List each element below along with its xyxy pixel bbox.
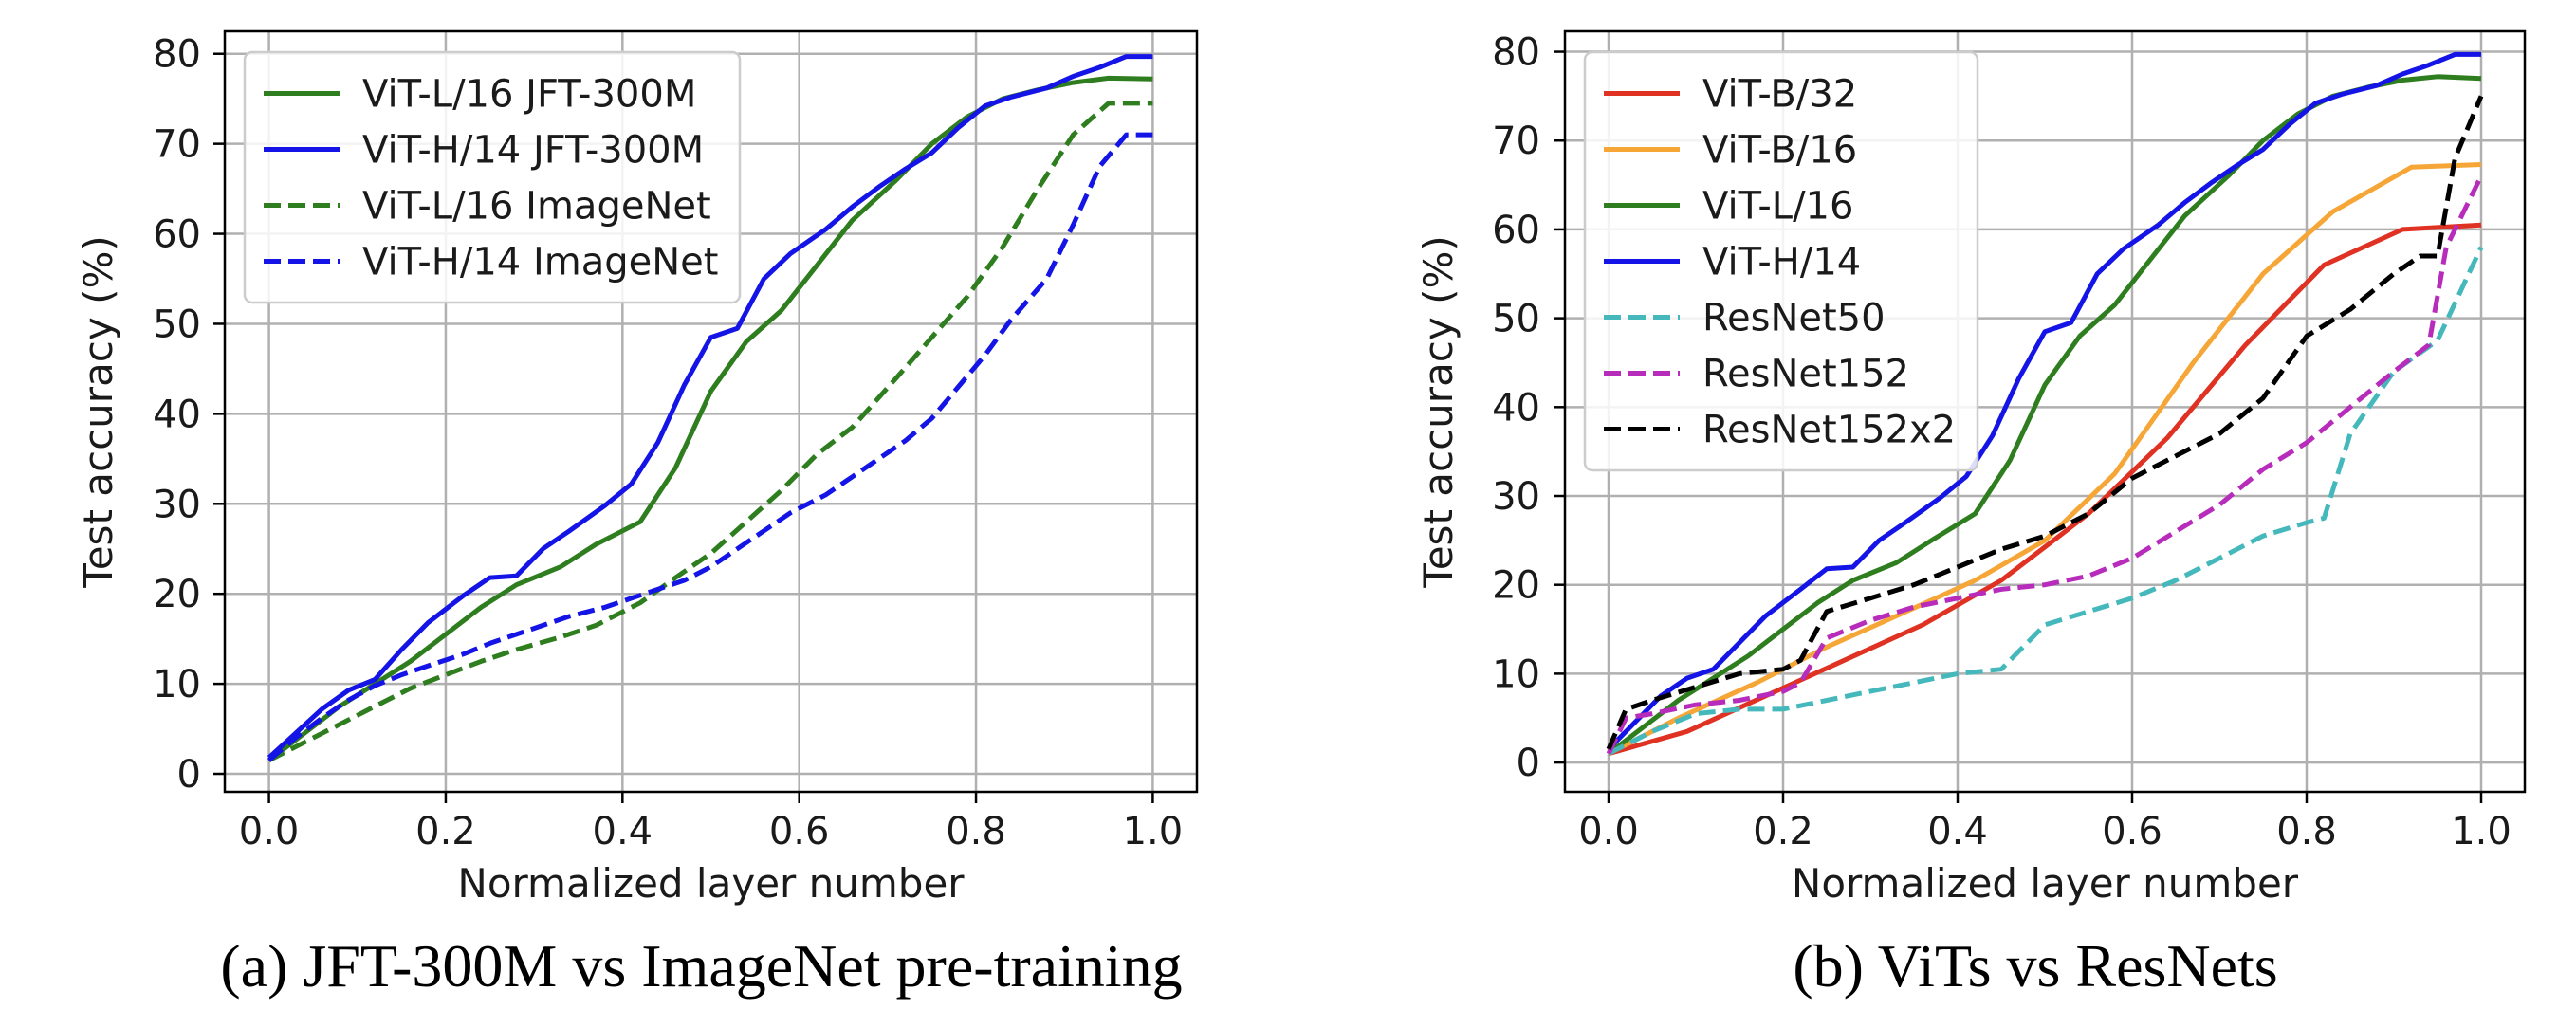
y-tick-label: 50 — [1492, 298, 1540, 341]
x-tick-label: 0.6 — [769, 810, 830, 853]
x-tick-label: 0.2 — [1753, 810, 1813, 853]
legend-label: ViT-L/16 — [1702, 185, 1853, 229]
x-tick-label: 0.2 — [415, 810, 476, 853]
x-tick-label: 0.4 — [593, 810, 653, 853]
legend-label: ViT-B/32 — [1702, 73, 1857, 117]
series-line-vit-h-14 — [1607, 51, 2481, 751]
y-tick-label: 10 — [153, 663, 201, 706]
legend-label: ViT-L/16 JFT-300M — [362, 73, 696, 117]
panel-caption: (a) JFT-300M vs ImageNet pre-training — [220, 932, 1182, 1000]
ticks: 0.0 0.2 0.4 0.6 0.8 1.0 0 10 20 30 40 50 60 70 80 — [153, 33, 1183, 853]
x-axis-label: Normalized layer number — [457, 860, 965, 907]
y-tick-label: 0 — [177, 753, 201, 797]
y-tick-label: 20 — [1492, 564, 1540, 608]
legend-label: ViT-L/16 ImageNet — [362, 185, 711, 229]
y-tick-label: 60 — [1492, 209, 1540, 252]
y-tick-label: 50 — [153, 303, 201, 346]
series-group — [267, 54, 1153, 763]
legend-label: ResNet50 — [1702, 297, 1886, 340]
ticks: 0.0 0.2 0.4 0.6 0.8 1.0 0 10 20 30 40 50 60 70 80 — [1492, 31, 2512, 853]
x-tick-label: 0.8 — [946, 810, 1006, 853]
x-tick-label: 0.6 — [2102, 810, 2162, 853]
y-tick-label: 30 — [1492, 475, 1540, 519]
x-tick-label: 1.0 — [2451, 810, 2512, 853]
y-tick-label: 10 — [1492, 652, 1540, 696]
y-axis-label: Test accuracy (%) — [75, 235, 121, 589]
y-tick-label: 40 — [1492, 386, 1540, 430]
legend-box — [243, 50, 742, 304]
legend-label: ResNet152 — [1702, 353, 1909, 396]
series-line-vit-l-16-imagenet — [267, 101, 1153, 763]
x-tick-label: 0.8 — [2276, 810, 2337, 853]
legend-label: ViT-H/14 — [1702, 241, 1861, 284]
legend: ViT-L/16 JFT-300M ViT-H/14 JFT-300M ViT-L/… — [243, 50, 742, 304]
y-tick-label: 70 — [153, 123, 201, 167]
plot-frame — [223, 29, 1199, 794]
series-line-resnet152x2 — [1606, 95, 2484, 751]
chart-panel-a: 0.0 0.2 0.4 0.6 0.8 1.0 0 10 20 30 40 50 60 70 80 Norma… — [75, 29, 1199, 1000]
x-tick-label: 1.0 — [1123, 810, 1184, 853]
legend-label: ViT-H/14 JFT-300M — [362, 129, 704, 173]
legend: ViT-B/32 ViT-B/16 ViT-L/16 ViT-H/14 ResNet50… — [1583, 50, 1979, 472]
y-axis-label: Test accuracy (%) — [1415, 235, 1462, 589]
x-tick-label: 0.4 — [1927, 810, 1988, 853]
series-group — [1606, 51, 2484, 757]
chart-panel-b: 0.0 0.2 0.4 0.6 0.8 1.0 0 10 20 30 40 50 60 70 80 Norma… — [1415, 29, 2527, 1000]
y-tick-label: 60 — [153, 213, 201, 257]
panel-caption: (b) ViTs vs ResNets — [1793, 932, 2277, 1000]
series-line-vit-b-16 — [1607, 162, 2482, 756]
plot-frame — [1563, 29, 2527, 794]
series-line-resnet50 — [1607, 246, 2484, 756]
legend-box — [1583, 50, 1979, 472]
y-tick-label: 70 — [1492, 119, 1540, 163]
y-tick-label: 20 — [153, 573, 201, 616]
y-tick-label: 40 — [153, 393, 201, 436]
y-tick-label: 80 — [1492, 31, 1540, 75]
x-tick-label: 0.0 — [1578, 810, 1639, 853]
y-tick-label: 0 — [1517, 742, 1540, 785]
legend-label: ViT-B/16 — [1702, 129, 1857, 173]
x-axis-label: Normalized layer number — [1792, 860, 2299, 907]
series-line-vit-h-14-imagenet — [267, 132, 1153, 762]
y-tick-label: 80 — [153, 33, 201, 77]
legend-label: ResNet152x2 — [1702, 409, 1956, 452]
x-tick-label: 0.0 — [239, 810, 300, 853]
series-line-vit-b-32 — [1608, 222, 2482, 757]
legend-label: ViT-H/14 ImageNet — [362, 241, 718, 284]
series-line-vit-h-14-jft-300m — [267, 54, 1153, 760]
series-line-resnet152 — [1606, 174, 2484, 755]
y-tick-label: 30 — [153, 483, 201, 526]
